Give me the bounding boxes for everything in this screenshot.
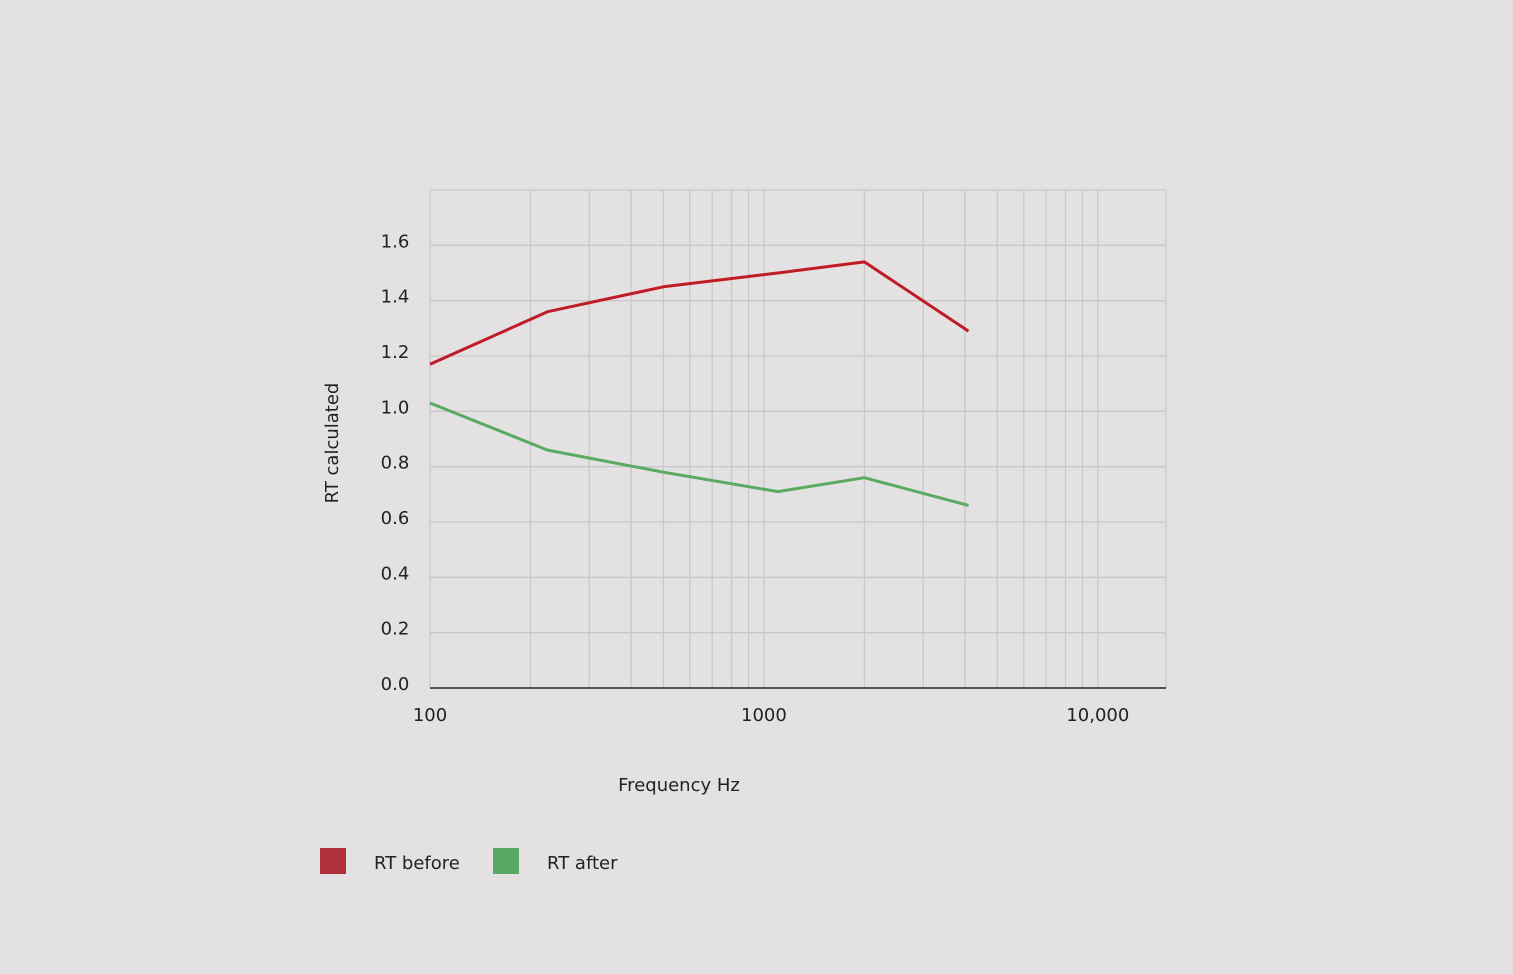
y-tick-label: 0.0	[381, 674, 410, 695]
series-line-rt-before	[429, 260, 970, 366]
legend-swatch-rt-after	[493, 848, 519, 874]
legend-label-rt-after: RT after	[547, 853, 618, 874]
legend-swatch-rt-before	[320, 848, 346, 874]
series-line-rt-after	[429, 401, 969, 507]
y-tick-label: 0.4	[381, 563, 410, 584]
legend-label-rt-before: RT before	[374, 853, 460, 874]
y-tick-label: 0.6	[381, 508, 410, 529]
x-axis-title: Frequency Hz	[618, 775, 740, 796]
y-tick-label: 0.2	[381, 619, 410, 640]
tick-labels: 0.0 0.2 0.4 0.6 0.8 1.0 1.2 1.4 1.6 100 1000 10,000	[381, 231, 1130, 726]
y-tick-label: 1.4	[381, 287, 410, 308]
y-tick-label: 1.0	[381, 397, 410, 418]
legend: RT before RT after	[320, 848, 618, 874]
y-tick-label: 1.6	[381, 231, 410, 252]
x-tick-label: 10,000	[1066, 705, 1129, 726]
series	[429, 260, 970, 507]
grid	[429, 189, 1167, 688]
x-tick-label: 1000	[741, 705, 787, 726]
y-axis-title: RT calculated	[322, 383, 343, 504]
y-tick-label: 0.8	[381, 453, 410, 474]
x-tick-label: 100	[413, 705, 447, 726]
y-tick-label: 1.2	[381, 342, 410, 363]
